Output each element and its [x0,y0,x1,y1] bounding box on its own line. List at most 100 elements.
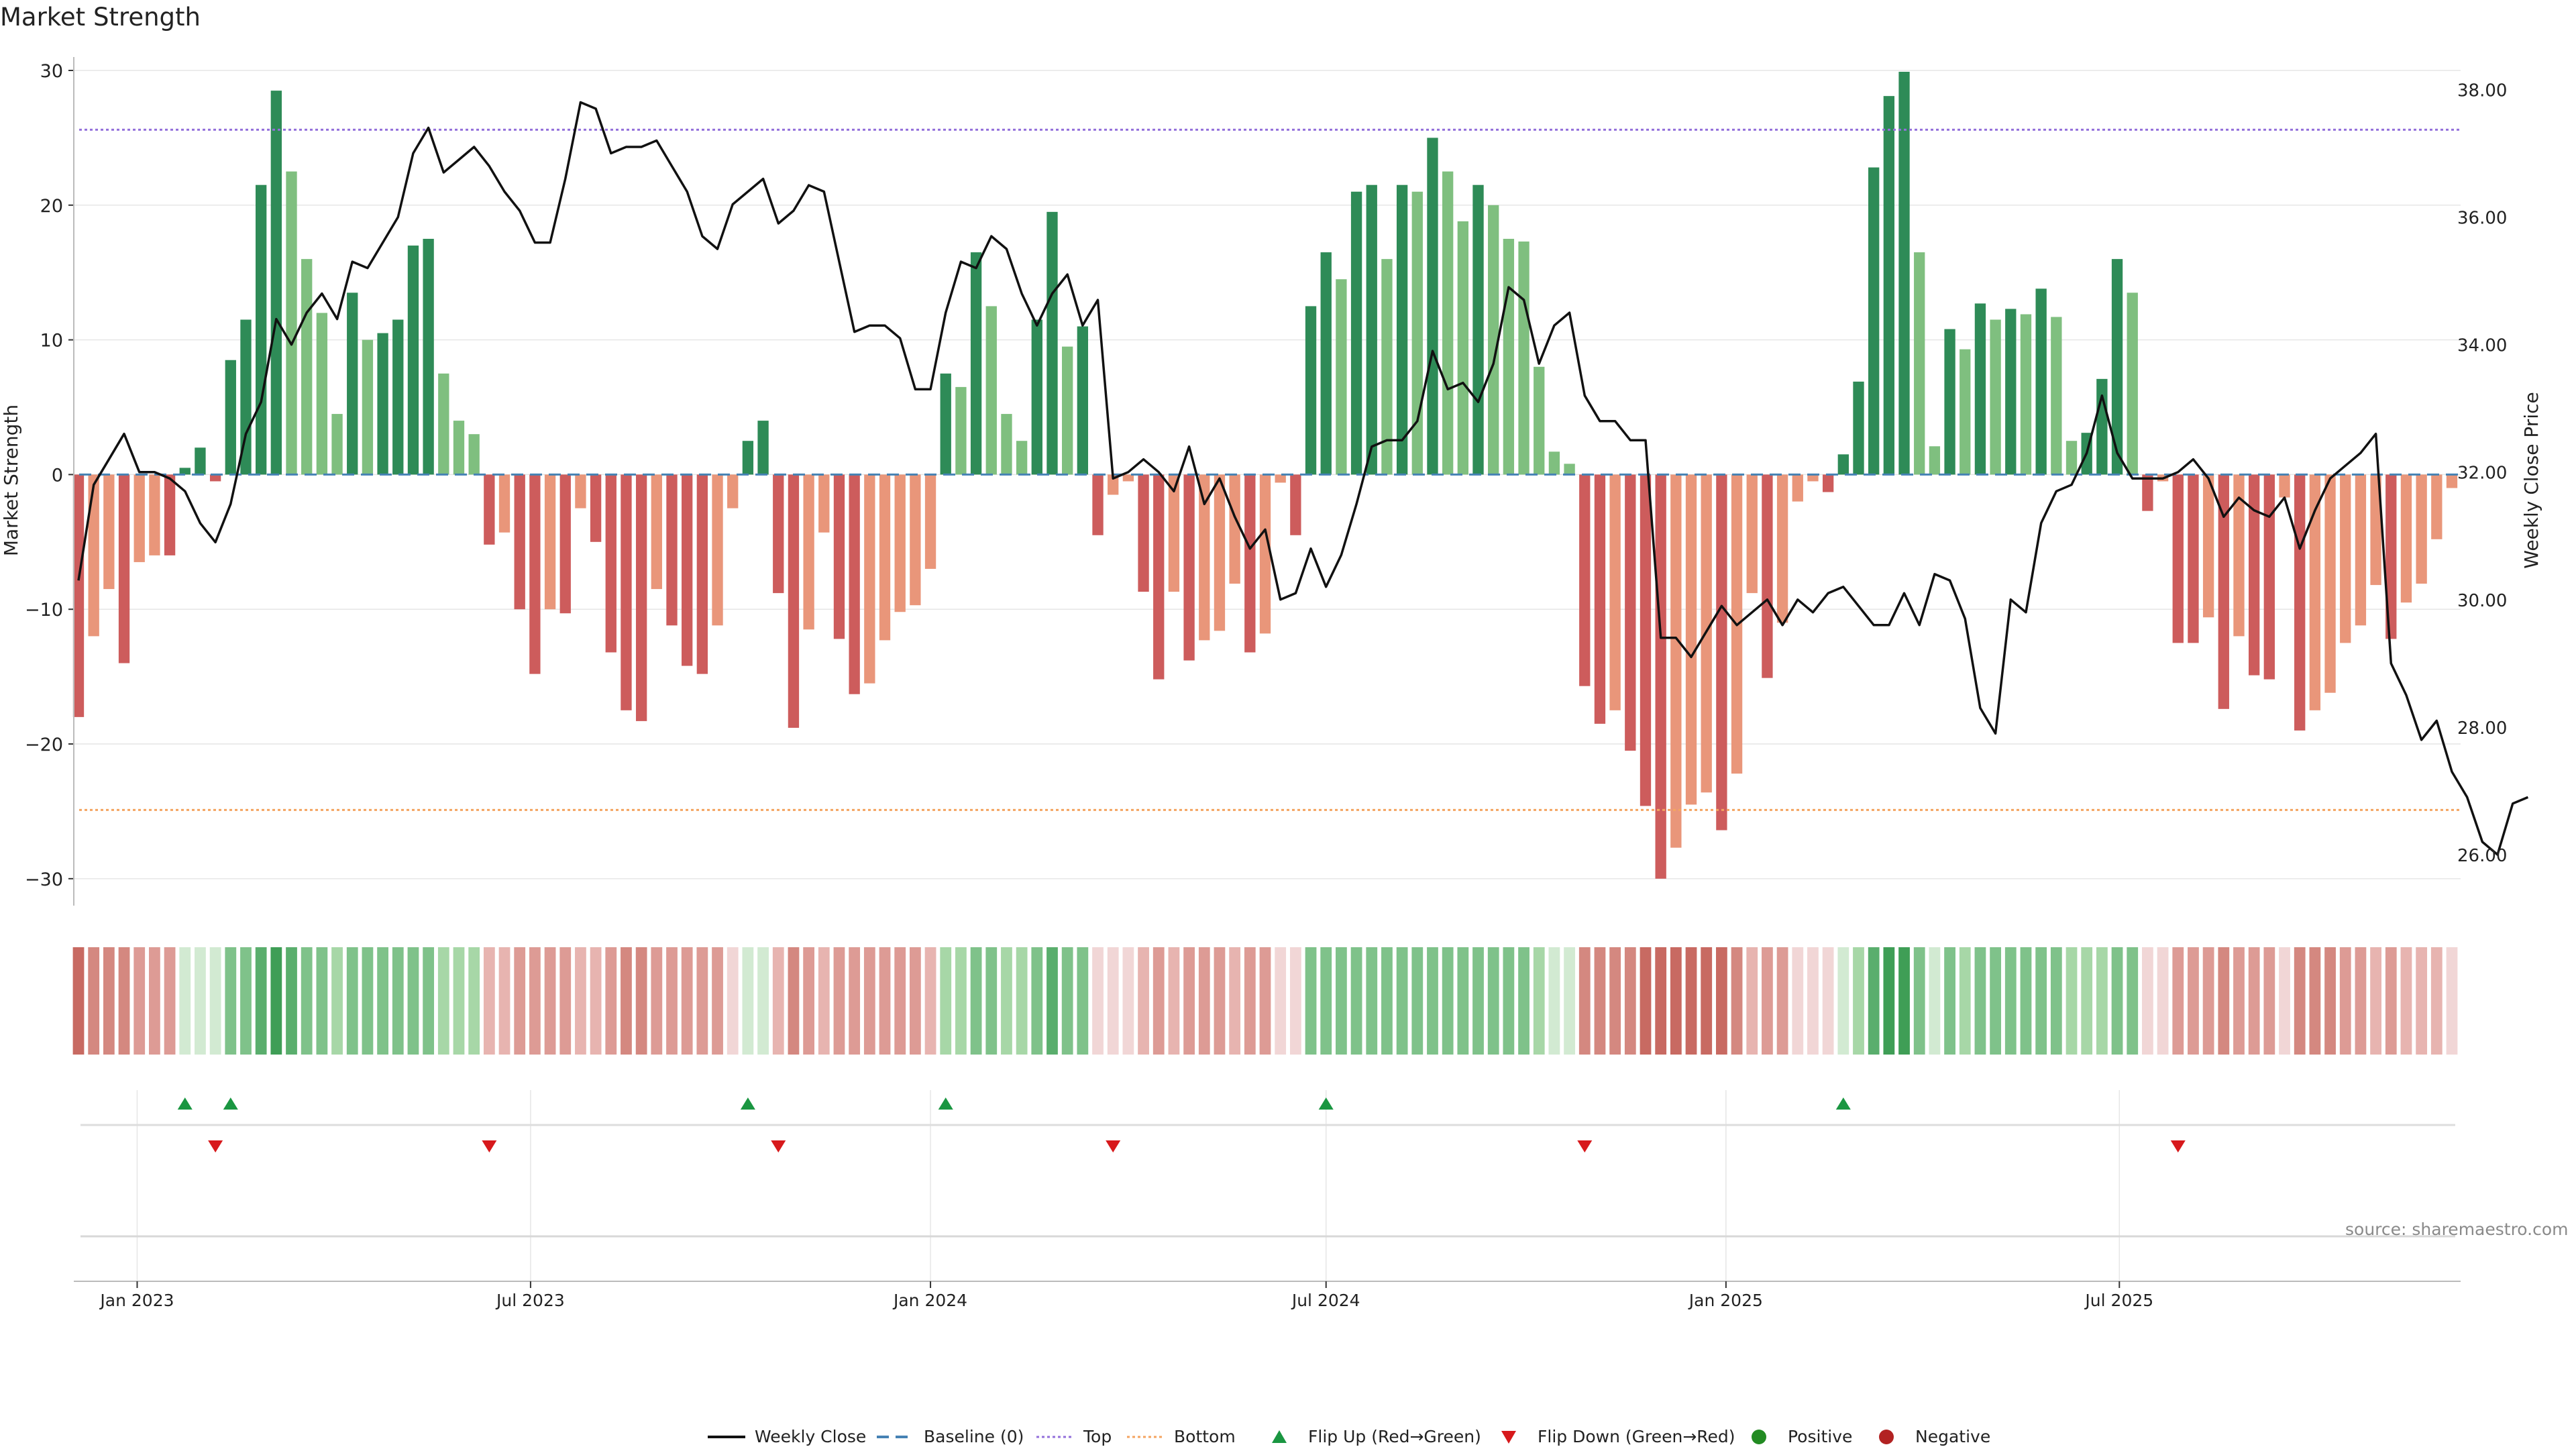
heat-cell [970,947,982,1055]
strength-bar [1564,464,1575,475]
strength-bar [1716,474,1727,830]
heat-cell [696,947,708,1055]
flip-down-marker [208,1140,223,1152]
heat-cell [955,947,967,1055]
heat-cell [924,947,936,1055]
heat-cell [1275,947,1287,1055]
strength-bar [1960,349,1971,475]
heat-cell [788,947,800,1055]
heat-cell [149,947,160,1055]
y-tick-label: −30 [25,869,63,890]
heat-cell [681,947,693,1055]
strength-bar [1244,474,1256,653]
strength-bar [940,373,951,475]
heat-cell [255,947,267,1055]
strength-bar [1062,346,1073,475]
heat-cell [346,947,358,1055]
legend-label-positive: Positive [1788,1427,1852,1446]
strength-bar [2249,474,2260,676]
strength-bar [1883,96,1895,475]
heat-cell [1929,947,1941,1055]
strength-bar [1640,474,1652,806]
strength-bar [1655,474,1666,879]
y2-tick-label: 28.00 [2457,718,2507,739]
heat-cell [453,947,465,1055]
legend-label-weekly_close: Weekly Close [755,1427,866,1446]
strength-bar [833,474,845,639]
heat-cell [2416,947,2428,1055]
heat-cell [316,947,328,1055]
strength-bar [2065,441,2078,475]
legend-label-top: Top [1083,1427,1112,1446]
heat-cell [2248,947,2260,1055]
strength-bar [392,319,404,475]
flip-markers [80,1090,2455,1281]
strength-bar [1548,451,1560,475]
heat-cell [605,947,617,1055]
strength-bar [1199,474,1210,641]
strength-bar [1457,221,1468,475]
strength-bar [1472,184,1484,475]
heat-cell [2111,947,2123,1055]
heat-cell [727,947,739,1055]
strength-bar [255,184,267,475]
y2-tick-label: 38.00 [2457,81,2507,101]
strength-bar [1518,241,1529,475]
legend-swatch-flip-down [1501,1431,1516,1444]
strength-bar [788,474,800,728]
strength-bar [879,474,891,641]
heat-cell [1944,947,1955,1055]
strength-bar [1488,205,1499,475]
heat-cell [2279,947,2290,1055]
strength-bar [1305,306,1317,475]
heat-cell [1336,947,1347,1055]
heat-cell [2157,947,2169,1055]
strength-bar [1929,446,1941,475]
strength-bar [2127,292,2138,475]
heat-cell [1533,947,1545,1055]
y-axis-label: Market Strength [0,405,22,556]
heat-cell [1198,947,1210,1055]
strength-bars [72,72,2458,879]
strength-bar [2188,474,2199,643]
strength-bar [1594,474,1606,724]
strength-bar [849,474,860,694]
strength-bar [149,474,160,555]
heat-cell [712,947,723,1055]
heat-cell [1366,947,1378,1055]
heat-cell [1913,947,1925,1055]
strength-bar [924,474,936,569]
heat-cell [286,947,297,1055]
strength-bar [514,474,525,610]
legend-label-bottom: Bottom [1174,1427,1236,1446]
x-axis: Jan 2023 Jul 2023 Jan 2024 Jul 2024 Jan 2025… [74,1281,2461,1310]
heat-cell [88,947,100,1055]
strength-bar [1016,441,1028,475]
heat-cell [651,947,663,1055]
heat-cell [1183,947,1195,1055]
heat-cell [635,947,647,1055]
reference-lines [79,128,2461,811]
strength-bar [1625,474,1636,751]
strength-bar [2279,474,2290,498]
strength-bar [1990,319,2001,475]
strength-bar [2218,474,2229,709]
strength-bar [2020,314,2032,475]
heat-cell [423,947,435,1055]
heat-cell [2430,947,2443,1055]
strength-bar [1046,211,1058,475]
heat-cell [407,947,419,1055]
source-credit: source: sharemaestro.com [2345,1220,2569,1239]
strength-bar [407,246,419,475]
heat-cell [225,947,237,1055]
heat-cell [133,947,146,1055]
strength-bar [1807,474,1819,482]
y-tick-label: −10 [25,600,63,621]
legend-swatch-positive [1752,1430,1766,1444]
strength-bar [605,474,616,653]
strength-bar [970,252,982,475]
heat-cell [1715,947,1727,1055]
heat-cell [849,947,861,1055]
strength-bar [423,239,434,475]
heat-cell [103,947,115,1055]
